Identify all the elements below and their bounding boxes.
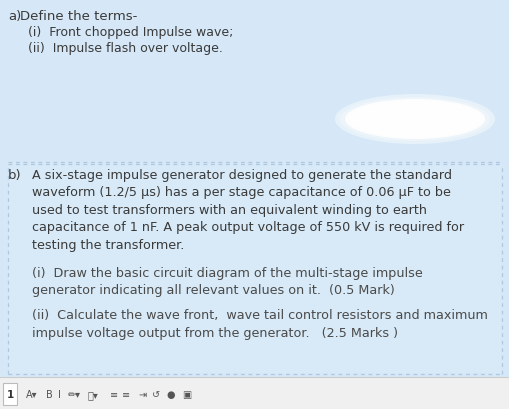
Text: B: B: [46, 389, 52, 399]
FancyBboxPatch shape: [3, 383, 17, 405]
Text: generator indicating all relevant values on it.  (0.5 Mark): generator indicating all relevant values…: [32, 283, 394, 296]
Ellipse shape: [344, 100, 484, 139]
Text: (i)  Front chopped Impulse wave;: (i) Front chopped Impulse wave;: [28, 26, 233, 39]
Text: ≡: ≡: [122, 389, 130, 399]
Text: a): a): [8, 10, 21, 23]
Ellipse shape: [340, 98, 489, 142]
Text: ↺: ↺: [152, 389, 160, 399]
Ellipse shape: [334, 95, 494, 145]
Text: (ii)  Calculate the wave front,  wave tail control resistors and maximum: (ii) Calculate the wave front, wave tail…: [32, 309, 487, 322]
Text: Define the terms-: Define the terms-: [20, 10, 137, 23]
Text: ✏▾: ✏▾: [68, 389, 81, 399]
Text: capacitance of 1 nF. A peak output voltage of 550 kV is required for: capacitance of 1 nF. A peak output volta…: [32, 221, 463, 234]
Text: ●: ●: [165, 389, 174, 399]
Text: b): b): [8, 169, 21, 182]
Bar: [9, 166, 500, 373]
Text: A six-stage impulse generator designed to generate the standard: A six-stage impulse generator designed t…: [32, 169, 451, 182]
Bar: [0, 377, 509, 409]
Text: impulse voltage output from the generator.   (2.5 Marks ): impulse voltage output from the generato…: [32, 326, 397, 339]
Text: A▾: A▾: [26, 389, 38, 399]
Text: 🔗▾: 🔗▾: [88, 389, 99, 399]
Text: testing the transformer.: testing the transformer.: [32, 238, 184, 252]
Text: I: I: [58, 389, 61, 399]
Text: ▣: ▣: [182, 389, 191, 399]
Text: (i)  Draw the basic circuit diagram of the multi-stage impulse: (i) Draw the basic circuit diagram of th…: [32, 266, 422, 279]
Text: ≡: ≡: [110, 389, 118, 399]
Text: waveform (1.2/5 μs) has a per stage capacitance of 0.06 μF to be: waveform (1.2/5 μs) has a per stage capa…: [32, 186, 450, 199]
Text: 1: 1: [6, 389, 14, 399]
Ellipse shape: [349, 102, 479, 138]
Text: used to test transformers with an equivalent winding to earth: used to test transformers with an equiva…: [32, 204, 426, 216]
Text: ⇥: ⇥: [138, 389, 146, 399]
Text: (ii)  Impulse flash over voltage.: (ii) Impulse flash over voltage.: [28, 42, 222, 55]
